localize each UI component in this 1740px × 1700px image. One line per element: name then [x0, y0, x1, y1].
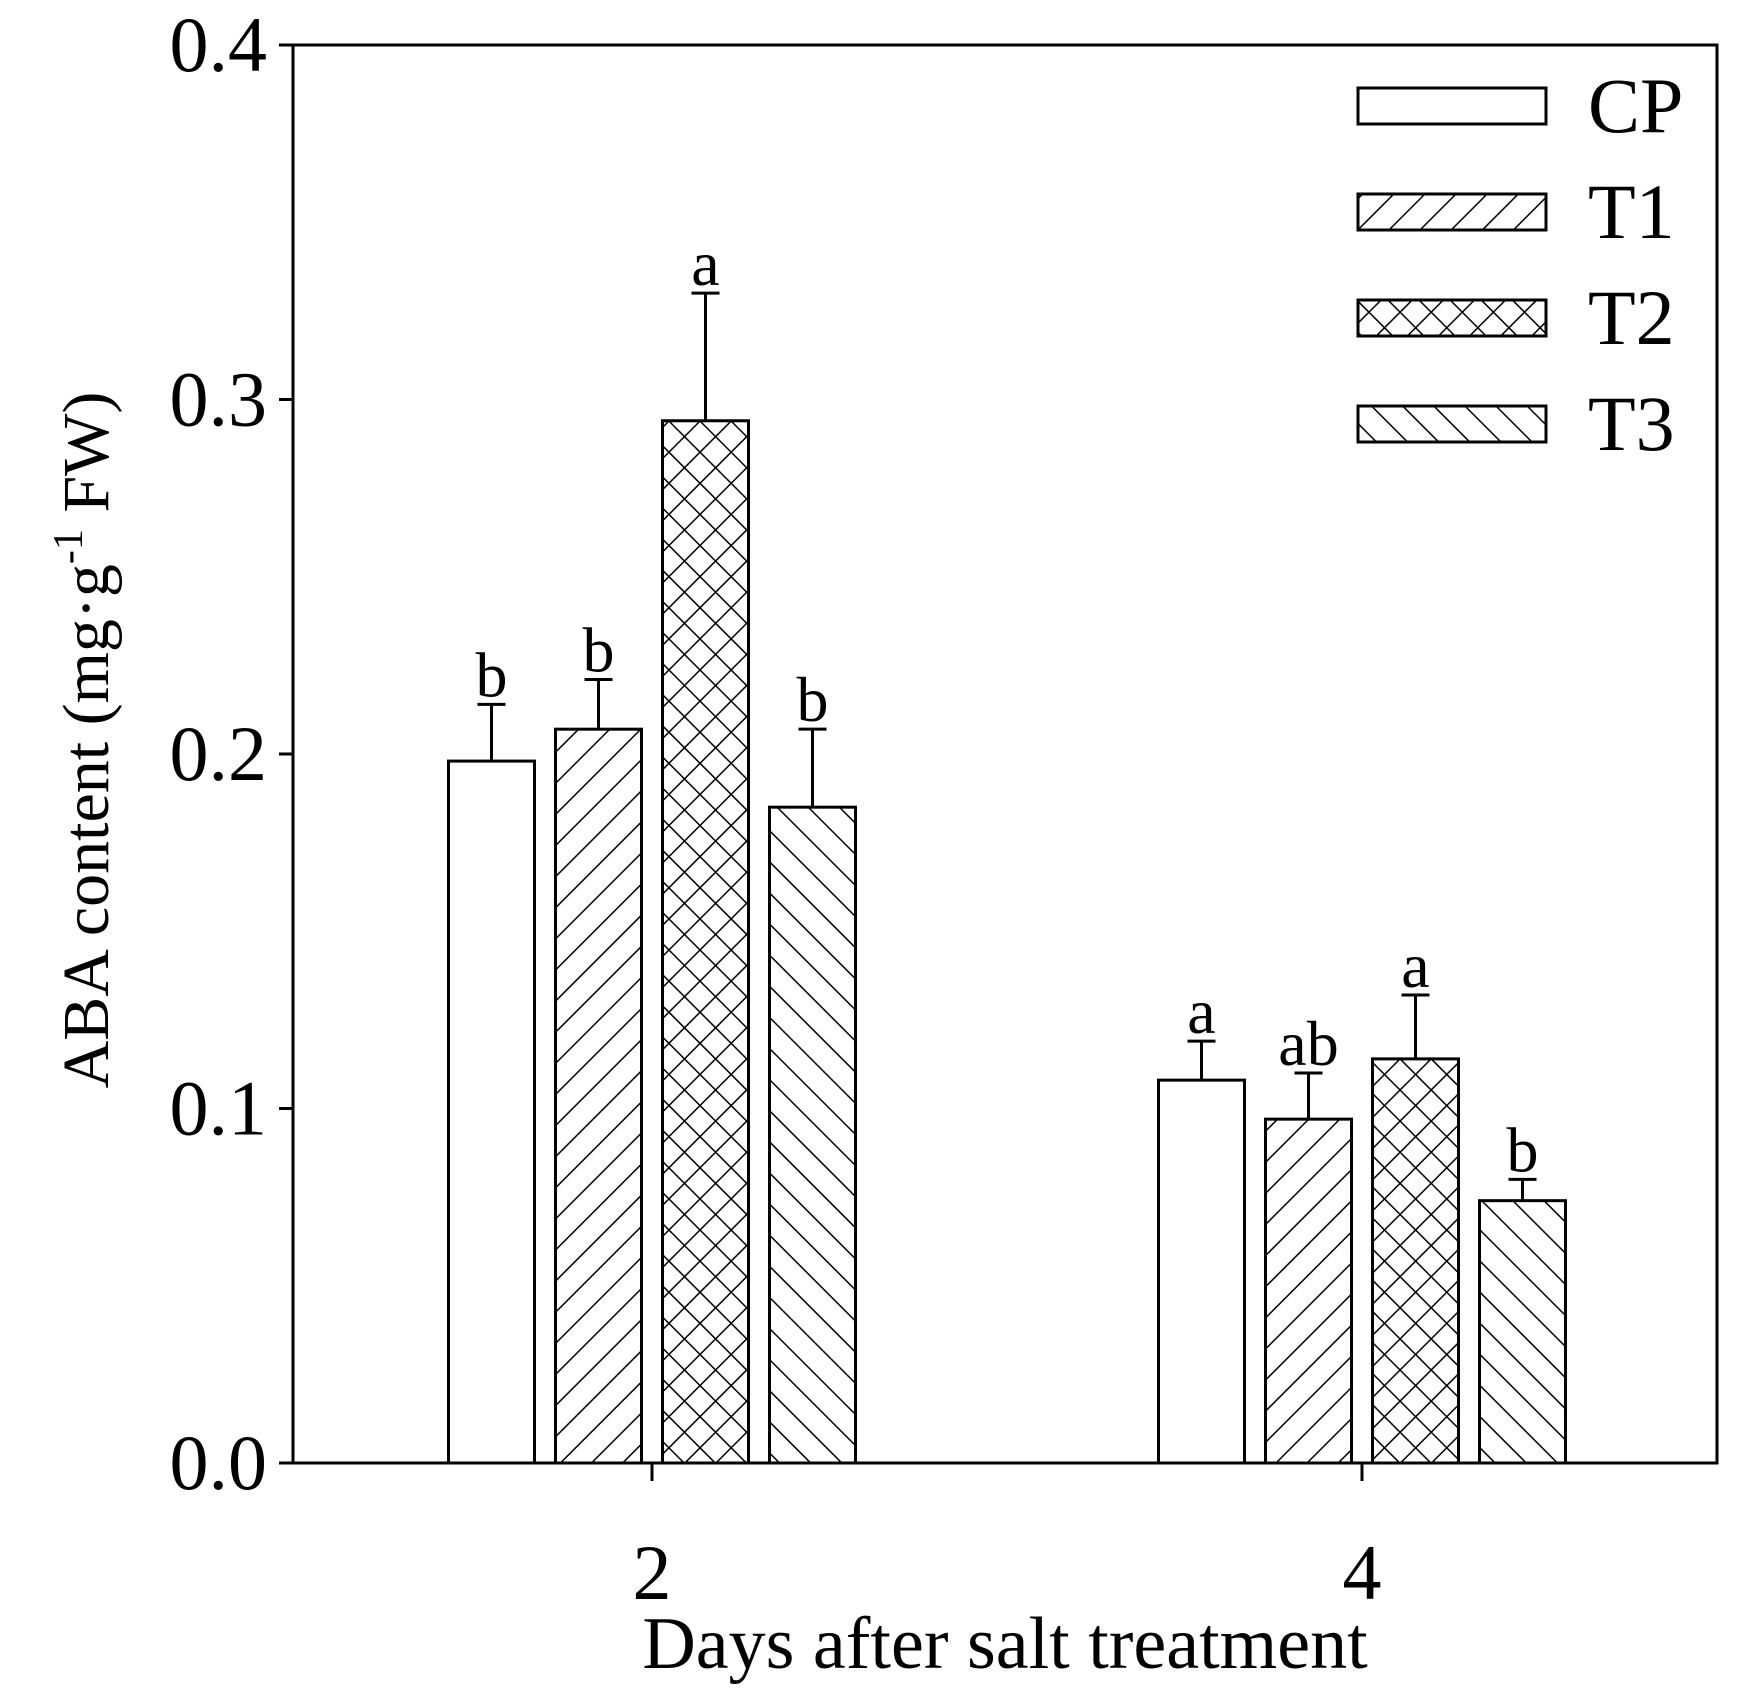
significance-letter-T3-day-4: b — [1507, 1114, 1539, 1185]
bar-T2-day-4 — [1371, 1057, 1460, 1465]
bar-T1-day-4 — [1264, 1117, 1353, 1465]
error-bars-layer — [477, 291, 1537, 1201]
y-tick-label: 0.4 — [170, 1, 268, 88]
legend: CP T1 T2 T3 — [1356, 62, 1683, 467]
bar-T2-day-2 — [661, 419, 750, 1465]
legend-label-T3: T3 — [1588, 380, 1675, 467]
x-tick-label: 2 — [633, 1529, 672, 1616]
y-axis-title: ABA content (mg·g-1 FW) — [46, 392, 123, 1089]
legend-swatch-T3 — [1356, 404, 1548, 444]
x-tick-label: 4 — [1343, 1529, 1382, 1616]
bar-T1-day-2 — [554, 727, 643, 1465]
significance-letter-T3-day-2: b — [797, 664, 829, 735]
significance-letter-T2-day-2: a — [691, 228, 719, 299]
significance-letter-T1-day-4: ab — [1278, 1008, 1338, 1079]
bar-CP-day-4 — [1157, 1078, 1246, 1465]
legend-swatch-T1 — [1356, 192, 1548, 232]
significance-letter-CP-day-2: b — [476, 639, 508, 710]
legend-swatch-T2 — [1356, 298, 1548, 338]
significance-letter-CP-day-4: a — [1187, 976, 1215, 1047]
x-axis-title: Days after salt treatment — [642, 1603, 1368, 1685]
bar-CP-day-2 — [447, 759, 536, 1465]
y-tick-label: 0.2 — [170, 710, 268, 797]
y-axis: 0.0 0.1 0.2 0.3 0.4 — [170, 1, 293, 1506]
legend-label-T1: T1 — [1588, 168, 1675, 255]
y-tick-label: 0.1 — [170, 1065, 268, 1152]
y-tick-label: 0.0 — [170, 1419, 268, 1506]
legend-swatch-CP — [1356, 86, 1548, 126]
bars-layer — [447, 419, 1567, 1465]
legend-label-CP: CP — [1588, 62, 1683, 149]
y-tick-label: 0.3 — [170, 356, 268, 443]
legend-label-T2: T2 — [1588, 274, 1675, 361]
significance-letter-T2-day-4: a — [1401, 930, 1429, 1001]
bar-T3-day-2 — [768, 805, 857, 1465]
bar-T3-day-4 — [1478, 1199, 1567, 1465]
significance-letter-T1-day-2: b — [583, 615, 615, 686]
